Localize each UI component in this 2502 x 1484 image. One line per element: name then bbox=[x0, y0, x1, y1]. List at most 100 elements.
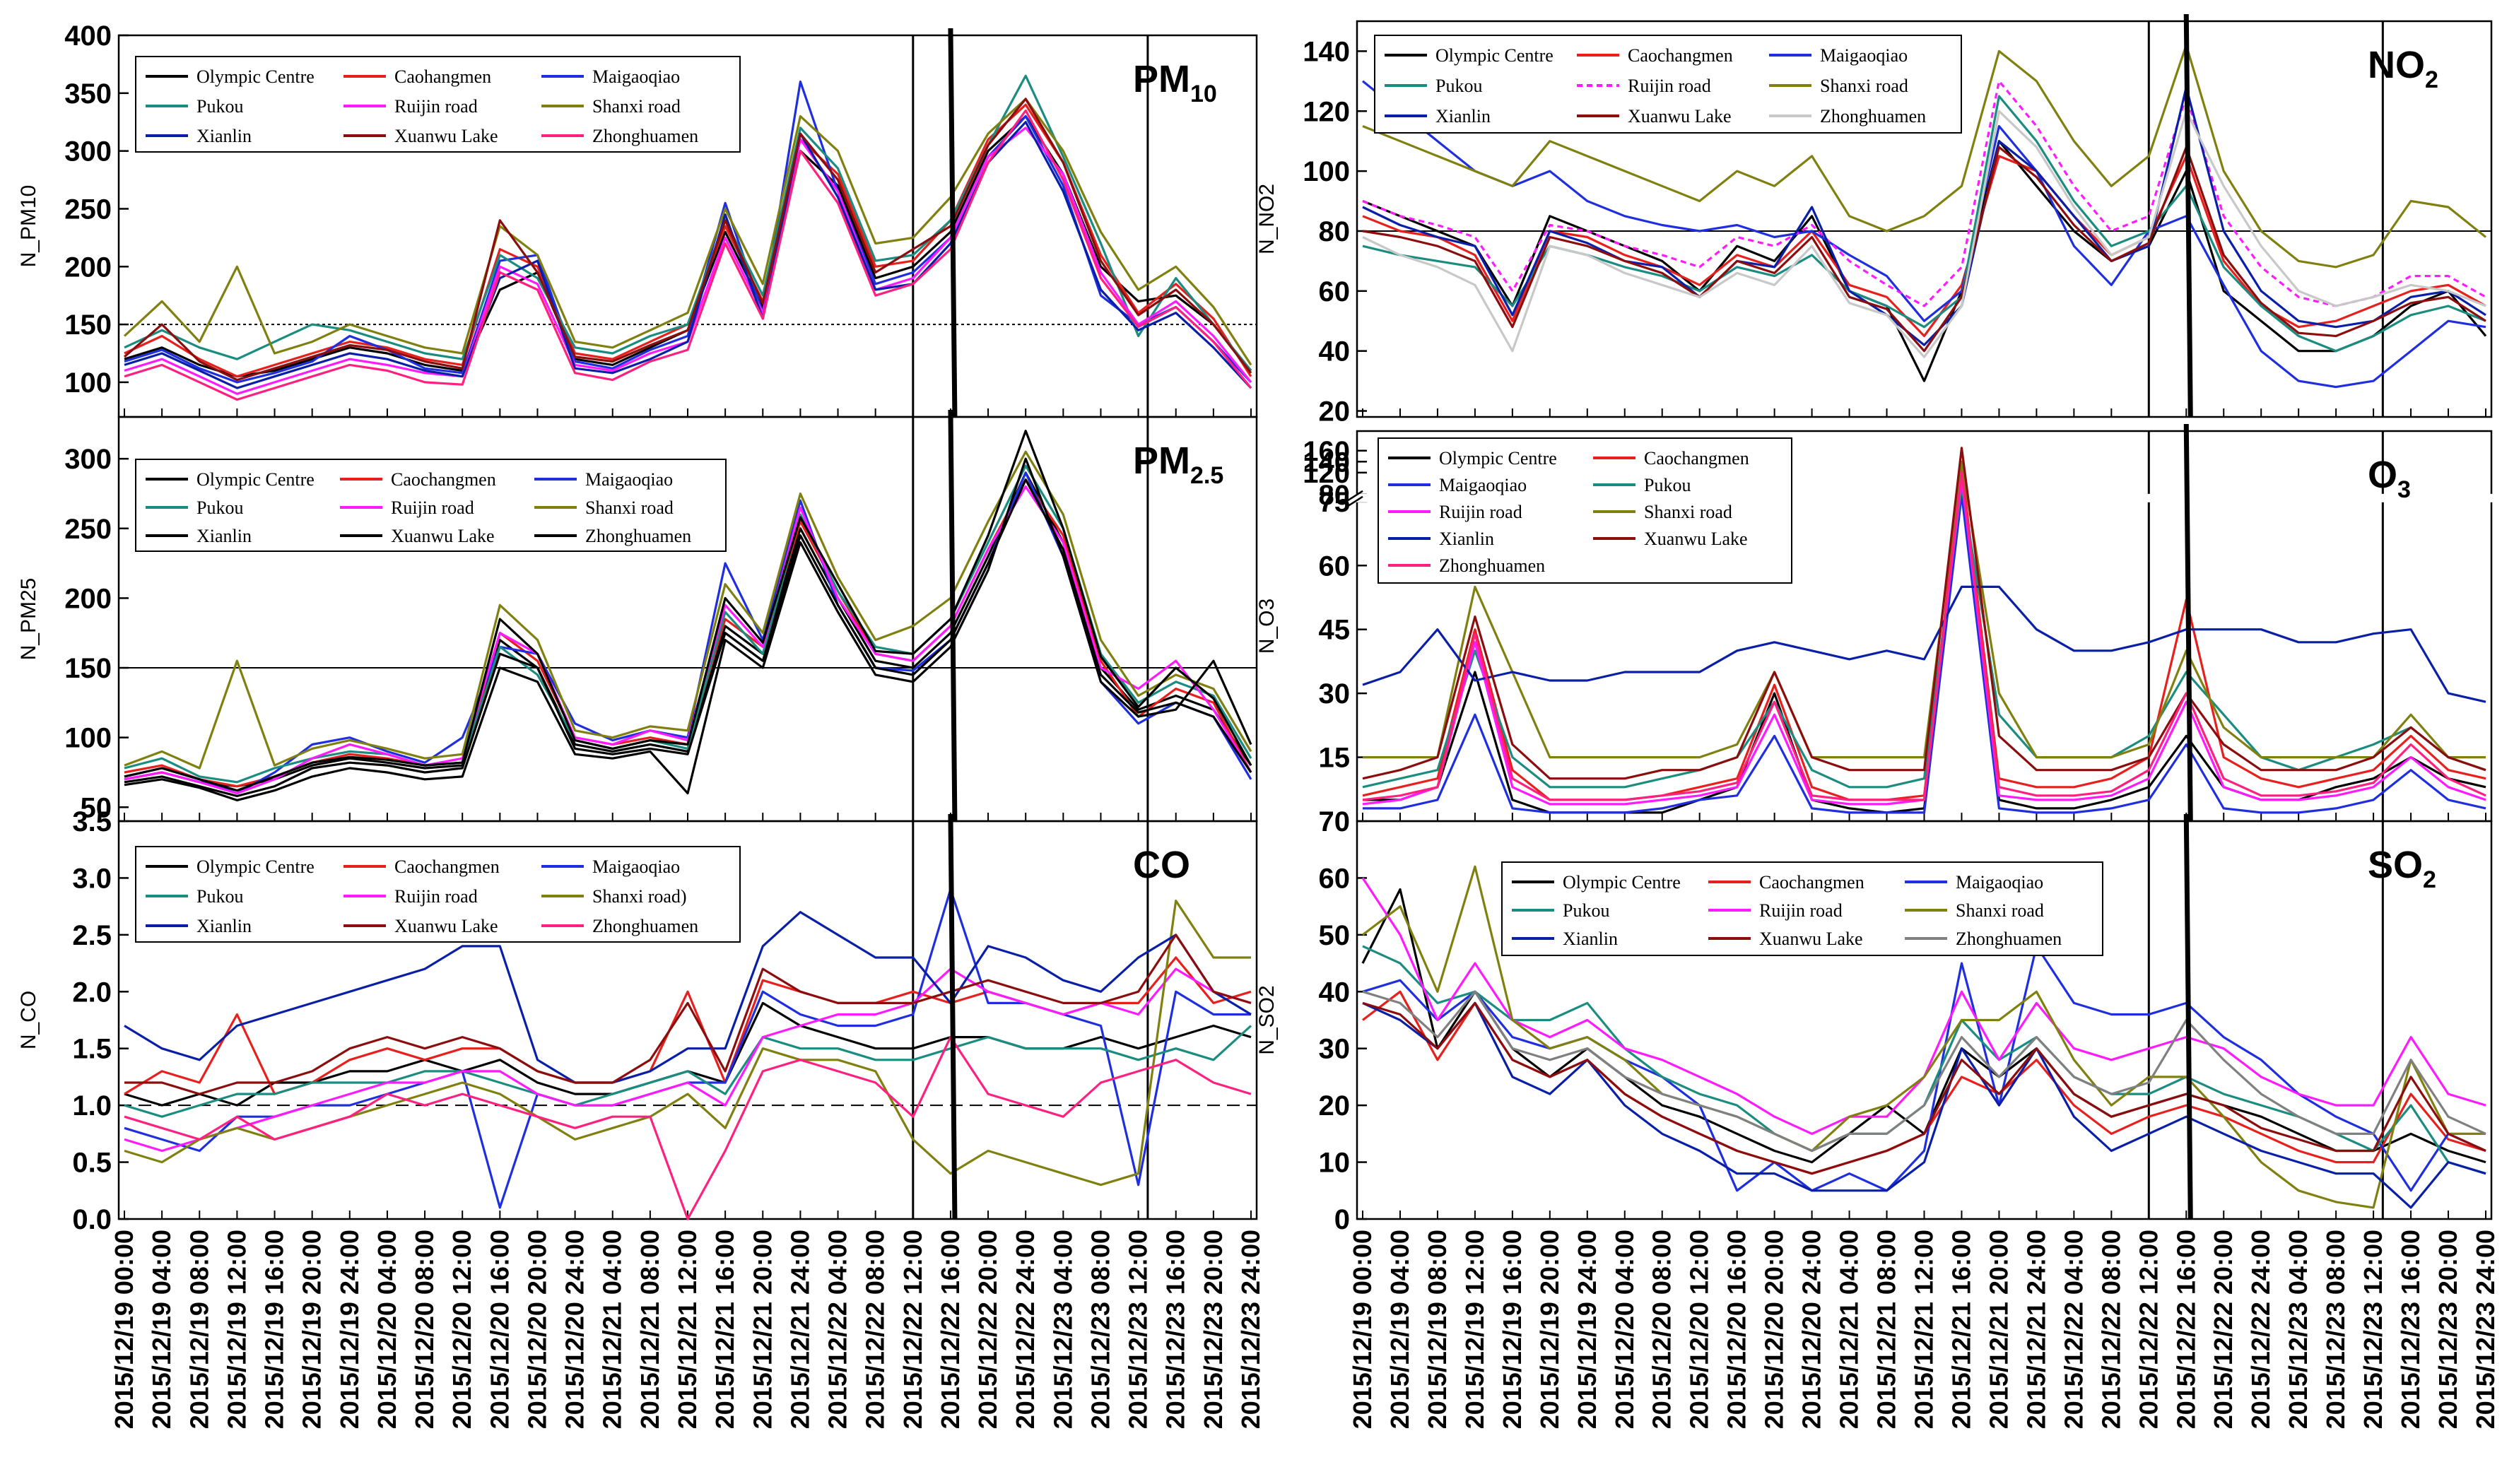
co-legend-label: Xuanwu Lake bbox=[394, 916, 498, 936]
x-tick-label-left: 2015/12/19 00:00 bbox=[110, 1230, 139, 1429]
x-tick-label-right: 2015/12/19 12:00 bbox=[1460, 1230, 1489, 1429]
pm25-y-axis-label: N_PM25 bbox=[17, 578, 40, 661]
co-series-xuanwu-lake bbox=[124, 934, 1252, 1095]
pm25-series-shanxi-road bbox=[124, 450, 1252, 770]
pm25-y-tick-label: 50 bbox=[81, 792, 112, 823]
no2-series-olympic-centre bbox=[1362, 140, 2487, 382]
o3-series-xuanwu-lake bbox=[1362, 447, 2486, 780]
no2-legend-label: Ruijin road bbox=[1628, 76, 1711, 96]
o3-y-tick-label: 60 bbox=[1319, 550, 1351, 582]
co-y-tick-label: 3.0 bbox=[72, 863, 112, 894]
pm10-legend-label: Caohangmen bbox=[394, 66, 491, 87]
so2-legend-label: Zhonghuamen bbox=[1956, 929, 2062, 949]
no2-legend-label: Shanxi road bbox=[1820, 76, 1908, 96]
x-tick-label-right: 2015/12/19 04:00 bbox=[1385, 1230, 1414, 1429]
x-tick-label-left: 2015/12/20 24:00 bbox=[560, 1230, 589, 1429]
o3-y-tick-label: 160 bbox=[1303, 436, 1350, 467]
no2-y-tick-label: 80 bbox=[1319, 216, 1351, 247]
x-tick-label-right: 2015/12/19 00:00 bbox=[1348, 1230, 1377, 1429]
co-legend-label: Maigaoqiao bbox=[592, 856, 680, 877]
so2-panel: 0 10 20 30 40 50 60 70 N_SO2 SO2 Olympic Centre Cao… bbox=[1255, 806, 2493, 1235]
no2-legend-label: Maigaoqiao bbox=[1820, 45, 1908, 66]
pm10-legend-label: Xuanwu Lake bbox=[394, 126, 498, 146]
pm10-legend-box bbox=[135, 56, 741, 153]
x-tick-label-left: 2015/12/23 20:00 bbox=[1199, 1230, 1228, 1429]
x-tick-label-right: 2015/12/23 16:00 bbox=[2396, 1230, 2425, 1429]
pm10-legend-label: Zhonghuamen bbox=[592, 126, 698, 146]
so2-legend-label: Maigaoqiao bbox=[1956, 872, 2043, 893]
so2-series-zhonghuamen bbox=[1362, 990, 2486, 1153]
x-tick-label-left: 2015/12/21 12:00 bbox=[673, 1230, 702, 1429]
o3-series-xianlin bbox=[1362, 585, 2486, 703]
no2-y-tick-label: 60 bbox=[1319, 276, 1351, 307]
pm10-legend-label: Pukou bbox=[196, 96, 243, 117]
o3-legend-label: Maigaoqiao bbox=[1439, 475, 1527, 495]
so2-y-tick-label: 10 bbox=[1319, 1148, 1351, 1179]
o3-y-tick-label: 15 bbox=[1319, 743, 1351, 774]
pm25-legend-label: Caochangmen bbox=[391, 469, 496, 490]
x-tick-label-left: 2015/12/19 08:00 bbox=[184, 1230, 213, 1429]
so2-legend-label: Ruijin road bbox=[1759, 900, 1843, 921]
x-tick-label-left: 2015/12/20 16:00 bbox=[485, 1230, 514, 1429]
o3-legend-label: Pukou bbox=[1644, 475, 1691, 495]
pm10-series-xuanwu-lake bbox=[123, 98, 1252, 382]
x-tick-label-left: 2015/12/23 24:00 bbox=[1236, 1230, 1265, 1429]
pm25-series-zhonghuamen bbox=[124, 457, 1252, 802]
x-tick-label-left: 2015/12/22 16:00 bbox=[936, 1230, 965, 1429]
so2-y-tick-label: 60 bbox=[1319, 863, 1351, 894]
no2-legend-label: Caochangmen bbox=[1628, 45, 1733, 66]
o3-y-tick-label: 140 bbox=[1303, 447, 1350, 478]
o3-y-axis-label: N_O3 bbox=[1255, 599, 1279, 654]
no2-legend-box bbox=[1374, 35, 1962, 134]
so2-legend-label: Caochangmen bbox=[1759, 872, 1864, 893]
x-tick-label-right: 2015/12/23 12:00 bbox=[2359, 1230, 2388, 1429]
o3-y-tick-label: 75 bbox=[1319, 487, 1351, 518]
so2-y-tick-label: 40 bbox=[1319, 977, 1351, 1008]
co-series-xianlin bbox=[124, 911, 1252, 1084]
x-tick-label-left: 2015/12/21 04:00 bbox=[598, 1230, 627, 1429]
o3-legend-label: Ruijin road bbox=[1439, 502, 1522, 522]
pm10-y-tick-label: 300 bbox=[64, 136, 112, 167]
co-legend-box bbox=[135, 846, 741, 943]
no2-series-shanxi-road bbox=[1362, 44, 2487, 269]
co-y-tick-label: 2.0 bbox=[72, 977, 112, 1008]
x-tick-label-right: 2015/12/20 12:00 bbox=[1685, 1230, 1714, 1429]
x-tick-label-right: 2015/12/22 04:00 bbox=[2059, 1230, 2088, 1429]
pm10-series-xianlin bbox=[124, 121, 1252, 389]
x-tick-label-left: 2015/12/22 08:00 bbox=[861, 1230, 890, 1429]
x-tick-label-right: 2015/12/19 24:00 bbox=[1573, 1230, 1602, 1429]
so2-y-tick-label: 70 bbox=[1319, 806, 1351, 837]
co-y-tick-label: 0.0 bbox=[72, 1204, 112, 1235]
pm10-legend-label: Ruijin road bbox=[394, 96, 478, 117]
o3-y-tick-label: 30 bbox=[1319, 678, 1351, 709]
pm10-legend-label: Shanxi road bbox=[592, 96, 681, 117]
no2-event-marker bbox=[2183, 13, 2193, 418]
x-tick-label-left: 2015/12/19 12:00 bbox=[222, 1230, 251, 1429]
no2-legend-label: Zhonghuamen bbox=[1820, 106, 1926, 126]
pm10-y-tick-label: 100 bbox=[64, 367, 112, 399]
o3-event-marker bbox=[2183, 423, 2193, 822]
x-tick-label-left: 2015/12/20 20:00 bbox=[522, 1230, 551, 1429]
x-tick-label-right: 2015/12/20 24:00 bbox=[1797, 1230, 1826, 1429]
x-tick-label-left: 2015/12/19 16:00 bbox=[260, 1230, 289, 1429]
so2-y-tick-label: 0 bbox=[1334, 1204, 1350, 1235]
no2-y-tick-label: 20 bbox=[1319, 396, 1351, 428]
pm25-legend-label: Ruijin road bbox=[391, 497, 474, 518]
pm10-series-shanxi-road bbox=[123, 98, 1252, 366]
co-legend-label: Olympic Centre bbox=[196, 856, 315, 877]
x-tick-label-left: 2015/12/23 16:00 bbox=[1161, 1230, 1190, 1429]
x-tick-label-left: 2015/12/21 24:00 bbox=[785, 1230, 814, 1429]
pm25-y-tick-label: 150 bbox=[64, 653, 112, 684]
pm25-y-tick-label: 200 bbox=[64, 583, 112, 614]
x-tick-label-right: 2015/12/21 04:00 bbox=[1835, 1230, 1864, 1429]
o3-legend-label: Caochangmen bbox=[1644, 448, 1749, 469]
pm10-y-tick-label: 350 bbox=[64, 78, 112, 110]
so2-legend-label: Olympic Centre bbox=[1563, 872, 1681, 893]
no2-series-xuanwu-lake bbox=[1362, 146, 2486, 353]
no2-y-tick-label: 100 bbox=[1303, 156, 1350, 187]
pm25-legend-label: Pukou bbox=[196, 497, 243, 518]
no2-series-xianlin bbox=[1362, 86, 2486, 346]
x-tick-label-left: 2015/12/22 04:00 bbox=[823, 1230, 852, 1429]
no2-legend-label: Pukou bbox=[1435, 76, 1482, 96]
so2-y-tick-label: 50 bbox=[1319, 920, 1351, 951]
